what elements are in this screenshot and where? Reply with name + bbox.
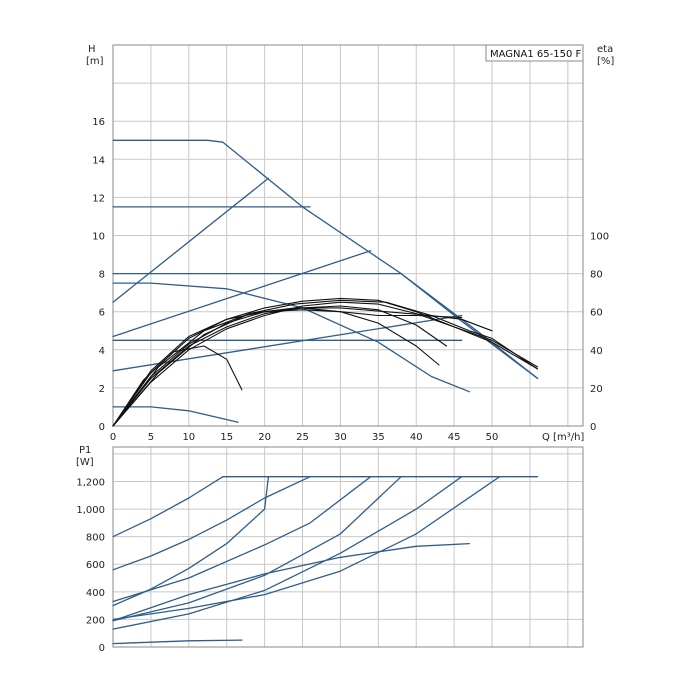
x-tick-label: 50 bbox=[486, 432, 499, 443]
y-tick-label: 600 bbox=[86, 560, 105, 571]
power-curve bbox=[112, 476, 463, 630]
y-tick-label: 4 bbox=[99, 346, 105, 357]
y-tick-label: 2 bbox=[99, 384, 105, 395]
y2-tick-label: 0 bbox=[590, 422, 596, 433]
power-curve bbox=[112, 476, 224, 538]
y-tick-label: 12 bbox=[92, 193, 105, 204]
head-curve bbox=[400, 272, 539, 380]
x-tick-label: 15 bbox=[220, 432, 233, 443]
head-axis-unit: [m] bbox=[86, 56, 104, 67]
head-chart-y-ticks: 0 2 4 6 8 10 12 14 16 bbox=[92, 117, 105, 433]
power-curve bbox=[112, 476, 311, 571]
power-axis-unit: [W] bbox=[76, 457, 94, 468]
power-curve bbox=[112, 476, 402, 622]
power-curve bbox=[112, 639, 243, 645]
power-chart-series bbox=[112, 476, 539, 645]
title-box bbox=[485, 44, 584, 62]
power-chart-y-ticks: 0 200 400 600 800 1,000 1,200 bbox=[76, 477, 105, 654]
y2-tick-label: 100 bbox=[590, 232, 609, 243]
power-curve bbox=[112, 476, 270, 607]
x-tick-label: 5 bbox=[148, 432, 154, 443]
head-chart-y2-ticks: 0 20 40 60 80 100 bbox=[590, 232, 609, 434]
eta-curve bbox=[112, 301, 539, 427]
y-tick-label: 6 bbox=[99, 308, 105, 319]
y-tick-label: 0 bbox=[99, 422, 105, 433]
y2-tick-label: 40 bbox=[590, 346, 603, 357]
y-tick-label: 10 bbox=[92, 232, 105, 243]
head-curve bbox=[112, 250, 372, 338]
y-tick-label: 800 bbox=[86, 533, 105, 544]
y-tick-label: 1,200 bbox=[76, 477, 105, 488]
x-tick-label: 30 bbox=[334, 432, 347, 443]
x-tick-label: 10 bbox=[182, 432, 195, 443]
head-curve bbox=[112, 406, 239, 423]
power-curve bbox=[112, 542, 470, 622]
head-chart-series bbox=[112, 139, 539, 427]
power-curve bbox=[112, 476, 501, 621]
head-curve bbox=[112, 139, 539, 380]
y2-tick-label: 80 bbox=[590, 270, 603, 281]
power-curve bbox=[112, 476, 372, 603]
eta-axis-label: eta bbox=[597, 44, 613, 55]
y-tick-label: 1,000 bbox=[76, 505, 105, 516]
x-tick-label: 0 bbox=[110, 432, 116, 443]
head-chart-frame bbox=[112, 44, 584, 427]
head-chart-x-ticks: 0 5 10 15 20 25 30 35 40 45 50 bbox=[110, 432, 499, 443]
head-chart-grid bbox=[113, 45, 583, 426]
chart-title: MAGNA1 65-150 F bbox=[490, 49, 582, 60]
y2-tick-label: 60 bbox=[590, 308, 603, 319]
y-tick-label: 16 bbox=[92, 117, 105, 128]
y-tick-label: 14 bbox=[92, 155, 105, 166]
flow-axis-label: Q [m³/h] bbox=[542, 432, 584, 443]
power-chart: 0 200 400 600 800 1,000 1,200 P1 [W] bbox=[76, 445, 584, 654]
x-tick-label: 45 bbox=[448, 432, 461, 443]
eta-curve bbox=[112, 299, 539, 427]
x-tick-label: 35 bbox=[372, 432, 385, 443]
head-axis-label: H bbox=[88, 44, 96, 55]
power-axis-label: P1 bbox=[79, 445, 91, 456]
power-chart-grid bbox=[113, 447, 583, 647]
y2-tick-label: 20 bbox=[590, 384, 603, 395]
y-tick-label: 400 bbox=[86, 588, 105, 599]
x-tick-label: 20 bbox=[258, 432, 271, 443]
power-chart-frame bbox=[112, 446, 584, 648]
head-chart: 0 5 10 15 20 25 30 35 40 45 50 0 2 4 6 8 10 12 14 16 0 20 40… bbox=[86, 44, 614, 443]
eta-curve bbox=[112, 345, 243, 427]
x-tick-label: 25 bbox=[296, 432, 309, 443]
y-tick-label: 0 bbox=[99, 643, 105, 654]
y-tick-label: 200 bbox=[86, 615, 105, 626]
eta-axis-unit: [%] bbox=[597, 56, 614, 67]
eta-curve bbox=[112, 307, 493, 427]
x-tick-label: 40 bbox=[410, 432, 423, 443]
y-tick-label: 8 bbox=[99, 270, 105, 281]
head-curve bbox=[112, 177, 270, 303]
